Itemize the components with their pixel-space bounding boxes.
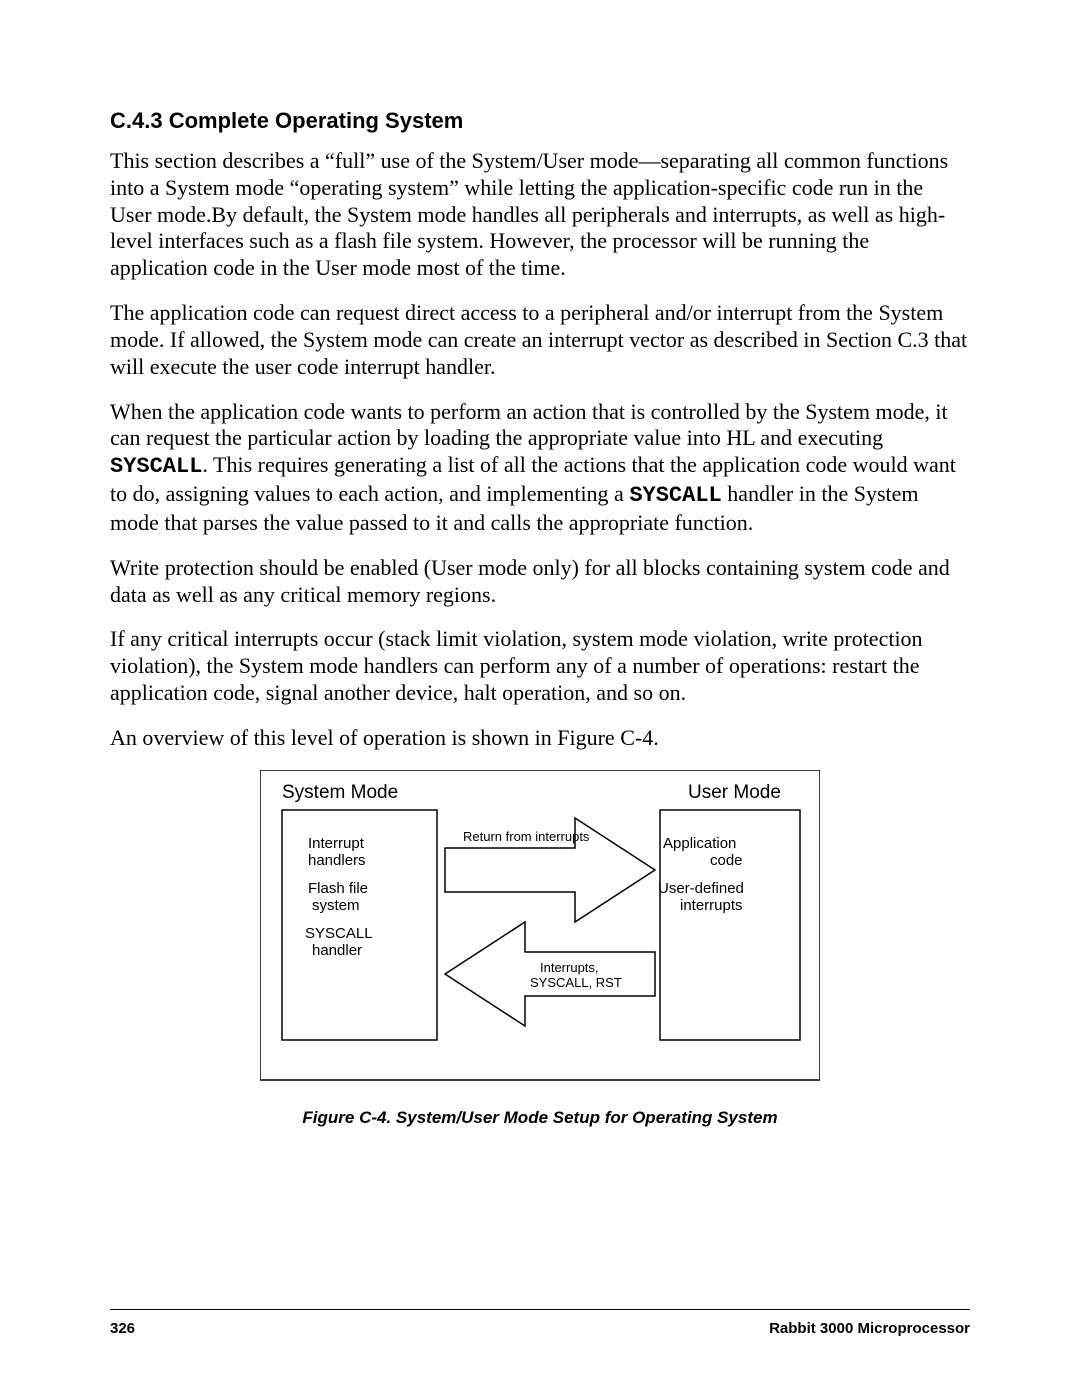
document-page: C.4.3 Complete Operating System This sec… (0, 0, 1080, 1397)
svg-text:Flash file: Flash file (308, 880, 368, 897)
svg-text:code: code (710, 852, 743, 869)
svg-text:SYSCALL, RST: SYSCALL, RST (530, 975, 622, 990)
syscall-code-1: SYSCALL (110, 454, 202, 479)
section-heading: C.4.3 Complete Operating System (110, 108, 970, 134)
svg-text:handlers: handlers (308, 852, 366, 869)
svg-text:handler: handler (312, 942, 362, 959)
paragraph-2: The application code can request direct … (110, 300, 970, 380)
svg-text:Interrupt: Interrupt (308, 835, 365, 852)
figure-c4: System Mode User Mode Interrupthandlers Fla… (110, 770, 970, 1128)
svg-text:User Mode: User Mode (688, 782, 781, 803)
syscall-code-2: SYSCALL (629, 483, 721, 508)
svg-text:SYSCALL: SYSCALL (305, 925, 373, 942)
paragraph-6: An overview of this level of operation i… (110, 725, 970, 752)
page-number: 326 (110, 1320, 135, 1337)
paragraph-5: If any critical interrupts occur (stack … (110, 626, 970, 706)
figure-caption: Figure C-4. System/User Mode Setup for O… (110, 1108, 970, 1128)
svg-text:Return from interrupts: Return from interrupts (463, 829, 590, 844)
paragraph-4: Write protection should be enabled (User… (110, 555, 970, 609)
p3-part-a: When the application code wants to perfo… (110, 399, 948, 451)
paragraph-1: This section describes a “full” use of t… (110, 148, 970, 282)
paragraph-3: When the application code wants to perfo… (110, 399, 970, 537)
page-footer: 326 Rabbit 3000 Microprocessor (110, 1309, 970, 1337)
svg-text:interrupts: interrupts (680, 897, 743, 914)
svg-text:Application: Application (663, 835, 736, 852)
svg-text:Interrupts,: Interrupts, (540, 960, 599, 975)
svg-text:system: system (312, 897, 360, 914)
svg-text:User-defined: User-defined (658, 880, 744, 897)
svg-text:System Mode: System Mode (282, 782, 398, 803)
figure-svg: System Mode User Mode Interrupthandlers Fla… (260, 770, 820, 1085)
doc-title: Rabbit 3000 Microprocessor (769, 1320, 970, 1337)
